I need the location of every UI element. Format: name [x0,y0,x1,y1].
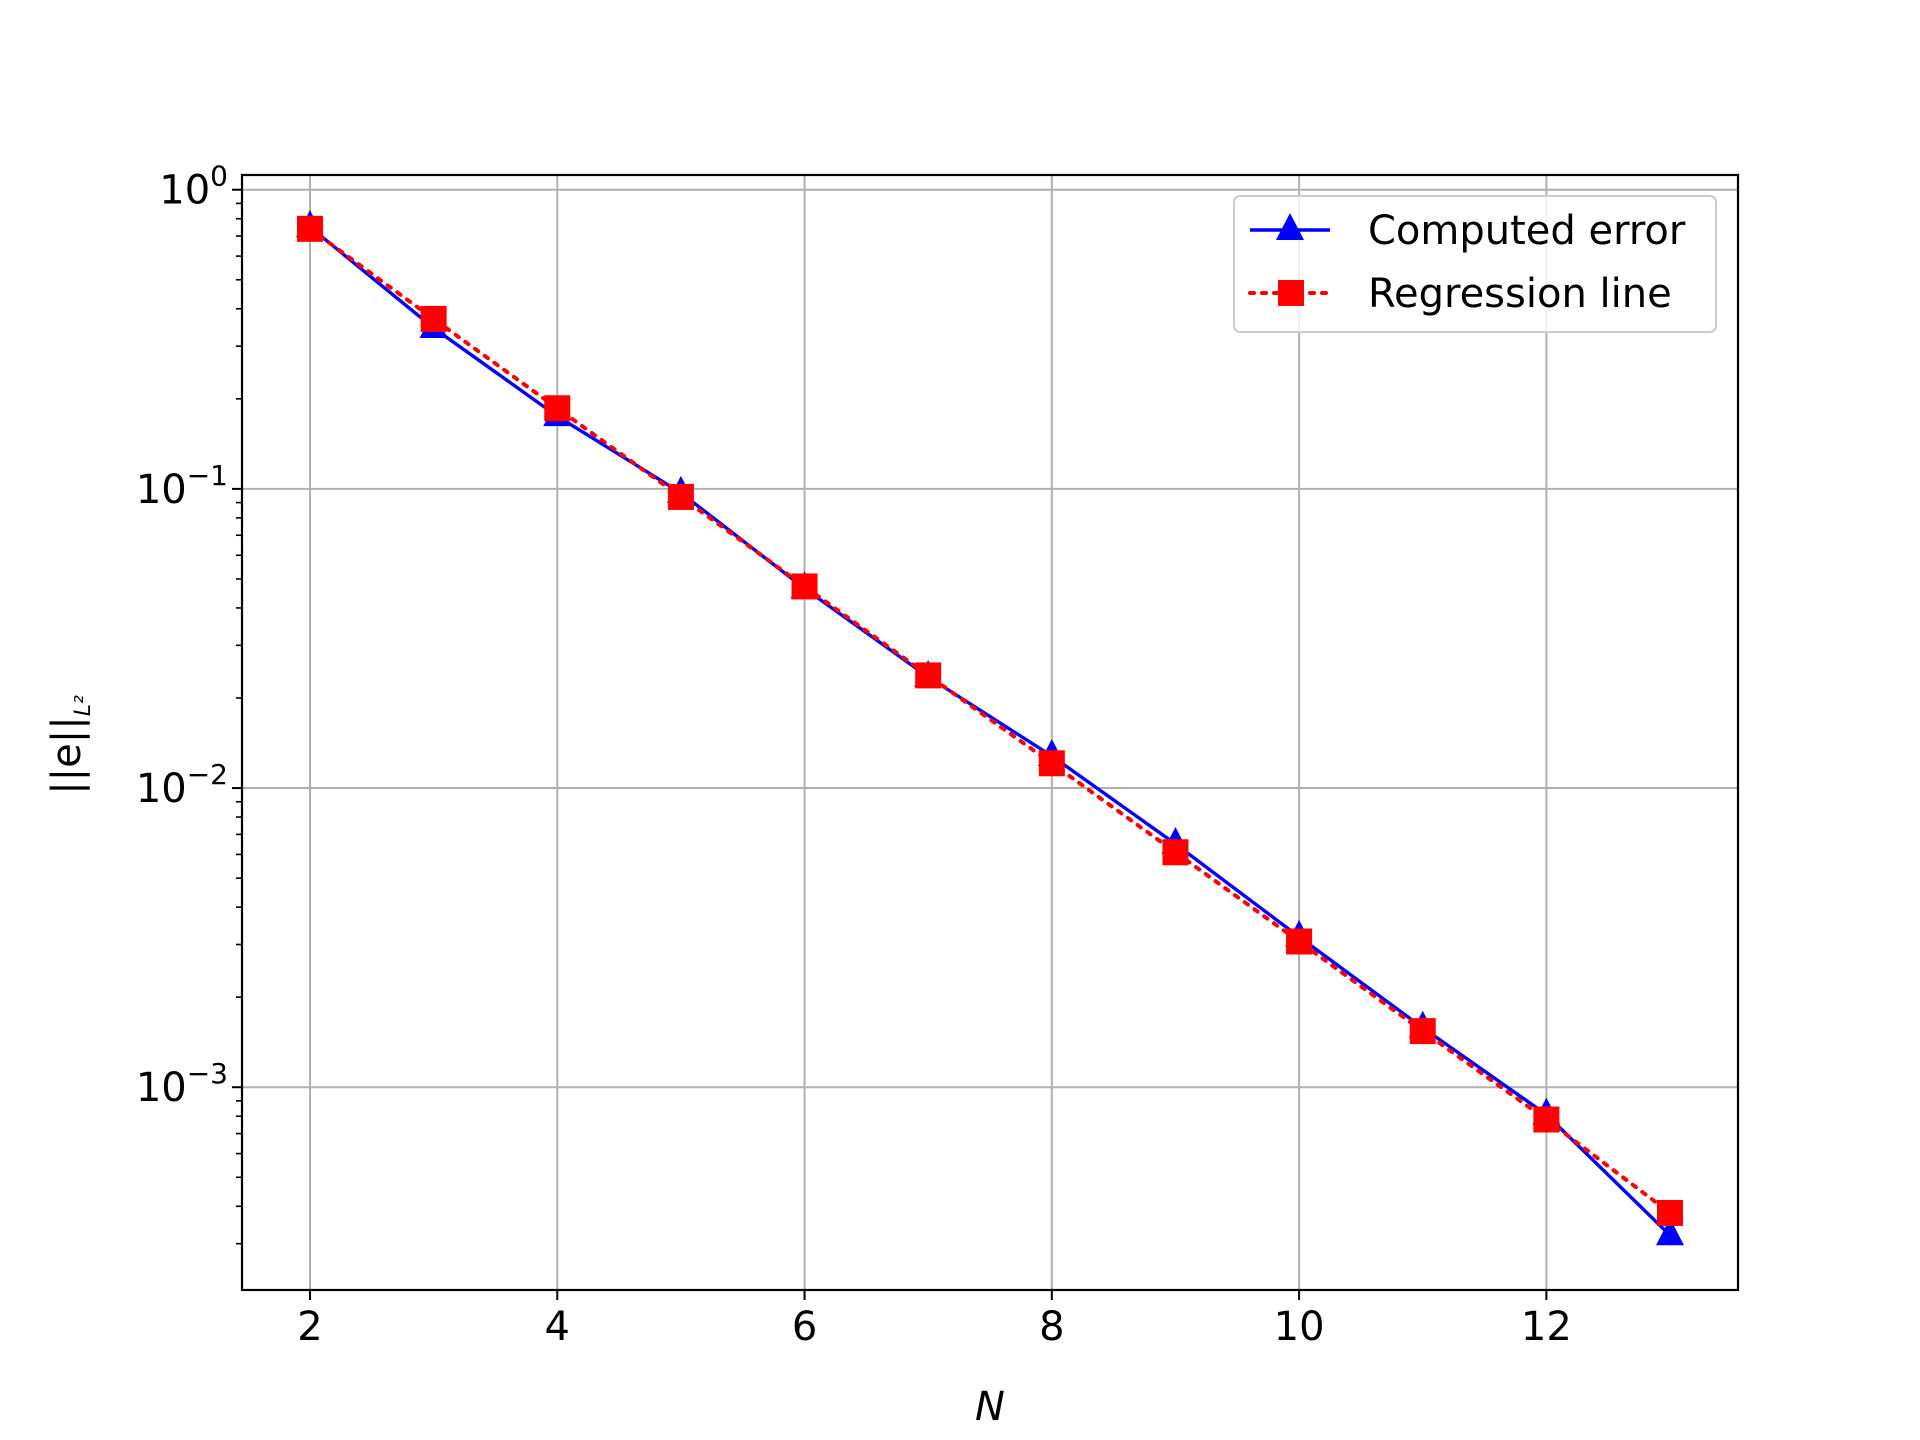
regression-line-point [1286,928,1313,955]
y-tick-label: 10−3 [136,1057,228,1111]
y-axis-label-subscript: L² [71,695,96,716]
y-tick-label: 10−1 [136,459,228,513]
series-layer [296,210,1684,1246]
legend-marker-regression-line [1278,280,1304,306]
regression-line-point [1162,839,1189,866]
regression-line-point [297,215,323,242]
regression-line-point [667,483,694,510]
regression-line-point [544,395,571,422]
regression-line-point [1409,1018,1436,1045]
grid [242,175,1738,1290]
x-tick-label: 6 [792,1304,817,1350]
legend-label-computed-error: Computed error [1368,208,1686,254]
regression-line-point [791,573,818,600]
y-tick-label: 10−2 [136,758,228,812]
x-tick-label: 8 [1039,1304,1064,1350]
ticks: 2 4 6 8 10 12 100 10−1 10−2 10−3 [136,160,1572,1350]
legend-box [1233,195,1717,333]
x-tick-label: 4 [545,1304,570,1350]
y-axis-label: ||e||L² [44,695,96,795]
plot-frame [240,173,1740,1292]
regression-line-point [1533,1106,1560,1133]
x-axis-label: N [975,1384,1005,1430]
regression-line-point [420,305,447,332]
x-tick-label: 12 [1521,1304,1572,1350]
y-tick-label: 100 [159,160,228,214]
legend-label-regression-line: Regression line [1368,271,1672,317]
x-tick-label: 10 [1274,1304,1325,1350]
x-tick-label: 2 [297,1304,322,1350]
legend-marker-computed-error [1276,213,1304,240]
computed-error-point [1656,1218,1684,1246]
y-axis-label-main: ||e|| [44,716,90,795]
regression-line-point [1038,750,1065,777]
regression-line-point [915,662,942,689]
legend: Computed error Regression line [1233,195,1717,333]
regression-line-point [1657,1199,1683,1226]
series-line-0 [308,225,1672,1237]
series-line-1 [308,226,1672,1215]
